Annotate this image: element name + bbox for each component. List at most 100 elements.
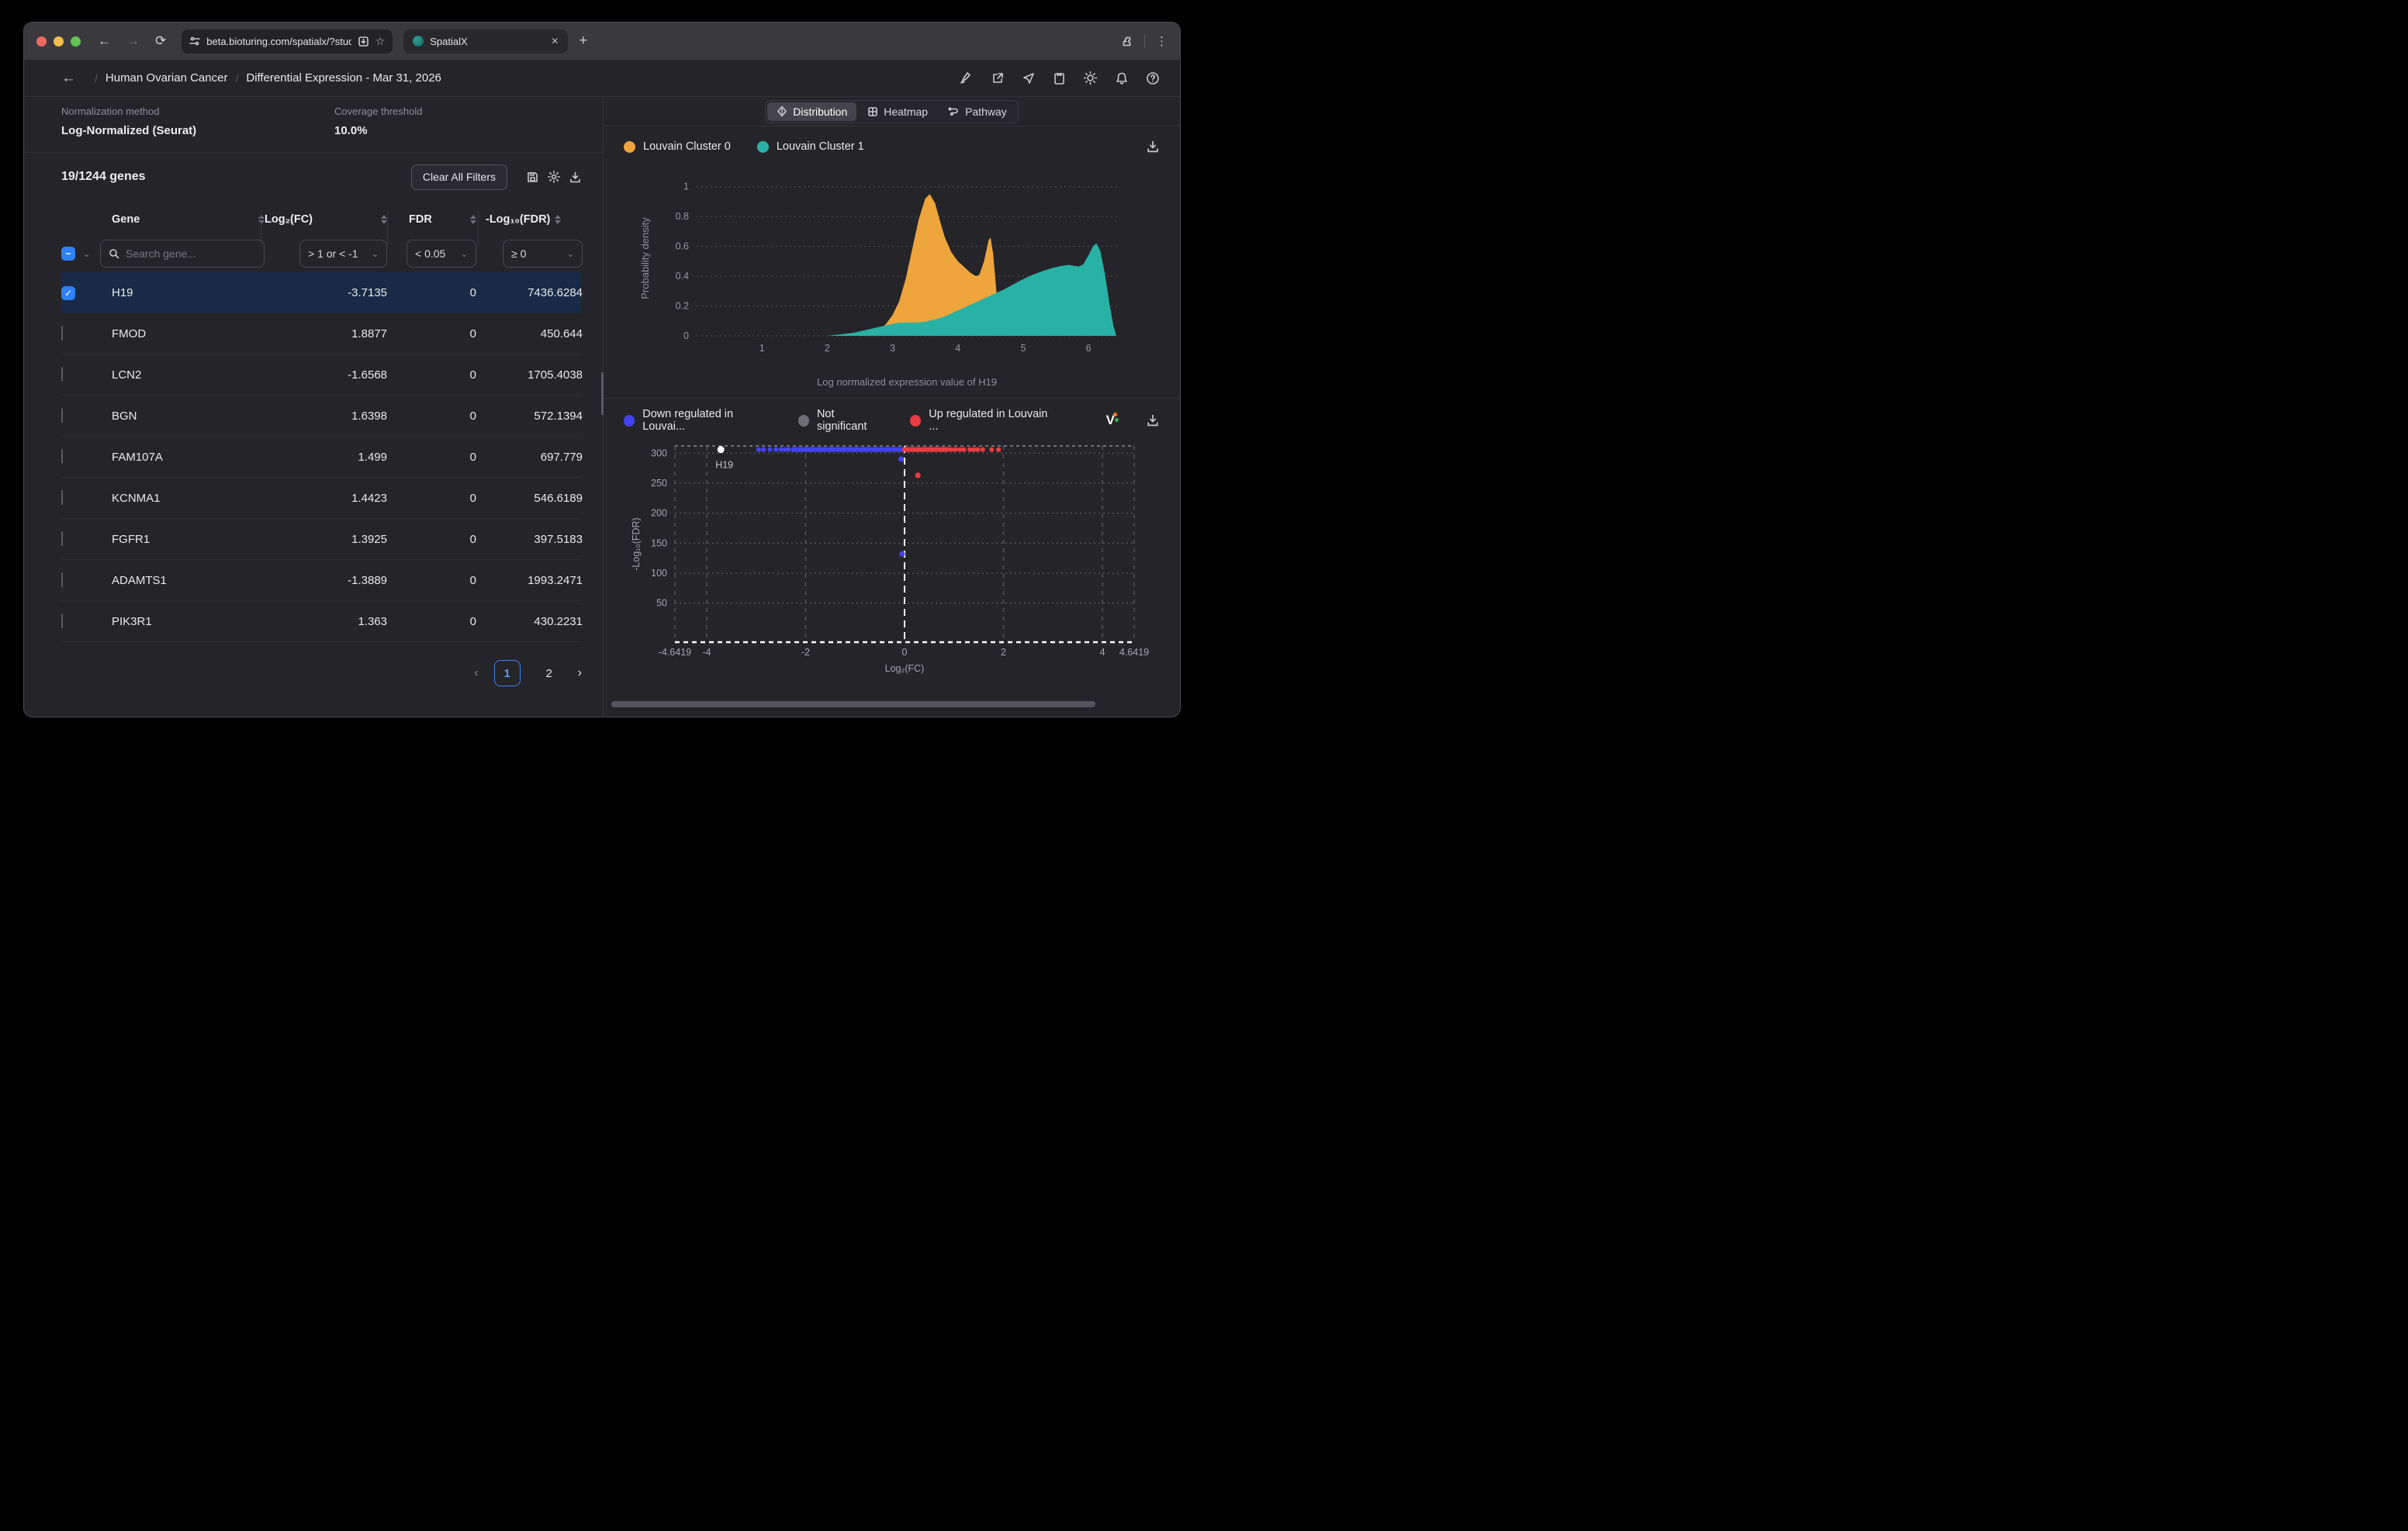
neglog10fdr-filter-dropdown[interactable]: ≥ 0⌄	[503, 240, 583, 268]
app-header: ← / Human Ovarian Cancer / Differential …	[24, 60, 1180, 97]
log2fc-filter-dropdown[interactable]: > 1 or < -1⌄	[299, 240, 387, 268]
table-row[interactable]: ✓H19-3.713507436.6284	[61, 272, 582, 313]
breadcrumb-analysis[interactable]: Differential Expression - Mar 31, 2026	[246, 71, 441, 85]
zoom-window-button[interactable]	[71, 36, 81, 47]
row-checkbox[interactable]	[61, 449, 63, 464]
notifications-bell-icon[interactable]	[1115, 71, 1129, 85]
gene-name: FGFR1	[100, 533, 265, 546]
column-log2fc[interactable]: Log₂(FC)	[265, 213, 387, 226]
extensions-icon[interactable]	[1120, 35, 1133, 48]
minimize-window-button[interactable]	[54, 36, 64, 47]
tab-heatmap[interactable]: Heatmap	[858, 102, 937, 121]
back-arrow-button[interactable]: ←	[61, 70, 76, 87]
browser-menu-icon[interactable]: ⋮	[1156, 34, 1168, 48]
table-row[interactable]: ADAMTS1-1.388901993.2471	[61, 560, 582, 601]
table-row[interactable]: LCN2-1.656801705.4038	[61, 354, 582, 396]
external-link-icon[interactable]	[991, 71, 1005, 85]
row-checkbox[interactable]	[61, 490, 63, 505]
url-text[interactable]: beta.bioturing.com/spatialx/?study_i...	[206, 36, 351, 47]
horizontal-scrollbar-thumb[interactable]	[611, 701, 1095, 707]
desktop-background: ← → ⟳ beta.bioturing.com/spatialx/?study…	[0, 0, 1204, 766]
log2fc-value: -3.7135	[265, 286, 387, 299]
legend-item[interactable]: Down regulated in Louvai...	[624, 408, 772, 433]
page-button[interactable]: 2	[536, 660, 562, 686]
theme-sun-icon[interactable]	[1083, 71, 1098, 85]
legend-item[interactable]: Louvain Cluster 0	[624, 140, 731, 153]
clean-up-icon[interactable]	[959, 71, 974, 85]
section-divider	[604, 398, 1180, 399]
row-checkbox[interactable]	[61, 613, 63, 628]
distribution-chart-svg: 00.20.40.60.81123456Probability density	[604, 165, 1181, 375]
svg-text:Log₂(FC): Log₂(FC)	[885, 663, 925, 674]
close-tab-icon[interactable]: ✕	[551, 36, 559, 47]
fdr-value: 0	[387, 286, 476, 299]
browser-tab[interactable]: SpatialX ✕	[403, 29, 568, 54]
table-row[interactable]: BGN1.63980572.1394	[61, 396, 582, 437]
legend-item[interactable]: Not significant	[798, 408, 884, 433]
row-checkbox[interactable]	[61, 572, 63, 587]
fdr-filter-dropdown[interactable]: < 0.05⌄	[407, 240, 476, 268]
sort-icon[interactable]	[381, 215, 387, 224]
row-checkbox[interactable]: ✓	[61, 286, 75, 300]
save-page-icon[interactable]	[358, 36, 369, 47]
download-chart-icon[interactable]	[1146, 140, 1160, 154]
address-bar[interactable]: beta.bioturing.com/spatialx/?study_i... …	[182, 29, 393, 54]
svg-text:0.8: 0.8	[676, 211, 689, 222]
clear-all-filters-button[interactable]: Clear All Filters	[411, 164, 507, 190]
column-neglog10fdr[interactable]: -Log₁₀(FDR)	[476, 213, 583, 226]
download-table-icon[interactable]	[569, 171, 582, 184]
table-filter-row: − ⌄ Search gene... > 1 or < -1⌄ < 0.05⌄ …	[61, 235, 582, 272]
fdr-value: 0	[387, 615, 476, 628]
search-gene-input[interactable]: Search gene...	[100, 240, 265, 268]
page-button[interactable]: 1	[494, 660, 521, 686]
chevron-down-icon[interactable]: ⌄	[83, 249, 90, 259]
gene-name: H19	[100, 286, 265, 299]
column-gene[interactable]: Gene	[100, 213, 265, 226]
download-chart-icon[interactable]	[1146, 413, 1160, 427]
table-row[interactable]: FMOD1.88770450.644	[61, 313, 582, 354]
table-row[interactable]: PIK3R11.3630430.2231	[61, 601, 582, 642]
next-page-button[interactable]: ›	[578, 666, 582, 680]
send-icon[interactable]	[1022, 71, 1036, 85]
breadcrumb-study[interactable]: Human Ovarian Cancer	[106, 71, 228, 85]
save-icon[interactable]	[526, 171, 539, 184]
clipboard-icon[interactable]	[1053, 71, 1066, 85]
fdr-value: 0	[387, 451, 476, 464]
svg-text:50: 50	[656, 598, 667, 609]
gene-table-panel: Normalization method Log-Normalized (Seu…	[24, 97, 604, 717]
neglog10fdr-value: 1993.2471	[476, 574, 583, 587]
sort-icon[interactable]	[555, 215, 561, 224]
gene-name: LCN2	[100, 368, 265, 382]
svg-text:250: 250	[651, 478, 667, 489]
bookmark-star-icon[interactable]: ☆	[375, 35, 386, 48]
site-settings-icon[interactable]	[189, 36, 200, 47]
table-row[interactable]: KCNMA11.44230546.6189	[61, 478, 582, 519]
legend-item[interactable]: Louvain Cluster 1	[757, 140, 864, 153]
row-checkbox[interactable]	[61, 531, 63, 546]
browser-back-button[interactable]: ←	[98, 33, 111, 49]
table-header: Gene Log₂(FC) FDR -Log₁₀(FDR)	[61, 204, 582, 235]
svg-text:1: 1	[759, 343, 765, 354]
table-row[interactable]: FGFR11.39250397.5183	[61, 519, 582, 560]
prev-page-button[interactable]: ‹	[474, 666, 478, 680]
new-tab-button[interactable]: +	[579, 33, 587, 50]
row-checkbox[interactable]	[61, 367, 63, 382]
tab-pathway[interactable]: Pathway	[939, 102, 1016, 121]
close-window-button[interactable]	[36, 36, 47, 47]
help-icon[interactable]	[1146, 71, 1160, 85]
table-row[interactable]: FAM107A1.4990697.779	[61, 437, 582, 478]
browser-forward-button[interactable]: →	[126, 33, 140, 49]
svg-text:100: 100	[651, 568, 667, 579]
row-checkbox[interactable]	[61, 326, 63, 340]
svg-text:0.2: 0.2	[676, 301, 689, 312]
sort-icon[interactable]	[470, 215, 476, 224]
settings-gear-icon[interactable]	[547, 170, 561, 184]
legend-item[interactable]: Up regulated in Louvain ...	[910, 408, 1054, 433]
neglog10fdr-value: 450.644	[476, 327, 583, 340]
browser-reload-button[interactable]: ⟳	[155, 33, 166, 49]
sort-icon[interactable]	[258, 215, 265, 224]
row-checkbox[interactable]	[61, 408, 63, 423]
select-all-checkbox[interactable]: −	[61, 247, 75, 261]
tab-distribution[interactable]: Distribution	[767, 102, 856, 121]
column-fdr[interactable]: FDR	[387, 213, 476, 226]
